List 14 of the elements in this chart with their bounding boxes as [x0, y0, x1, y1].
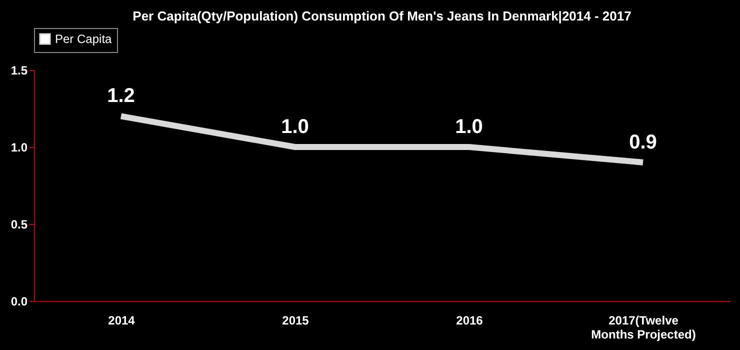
- x-tick-label: 2016: [456, 314, 484, 328]
- data-label: 0.9: [629, 131, 657, 154]
- data-label: 1.2: [107, 85, 135, 108]
- x-tick-label: 2017(Twelve Months Projected): [591, 314, 696, 342]
- y-tick-label: 1.0: [10, 140, 28, 154]
- data-label: 1.0: [281, 116, 309, 138]
- x-tick-label: 2014: [108, 314, 136, 328]
- chart-title: Per Capita(Qty/Population) Consumption Of Men's Jeans In Denmark|2014 - 2017: [132, 8, 632, 24]
- y-tick-label: 1.5: [10, 64, 28, 78]
- x-tick-label: 2015: [282, 314, 310, 328]
- legend-label: Per Capita: [55, 32, 112, 46]
- y-tick-label: 0.0: [10, 294, 28, 308]
- y-tick-label: 0.5: [10, 218, 28, 232]
- data-label: 1.0: [455, 116, 483, 138]
